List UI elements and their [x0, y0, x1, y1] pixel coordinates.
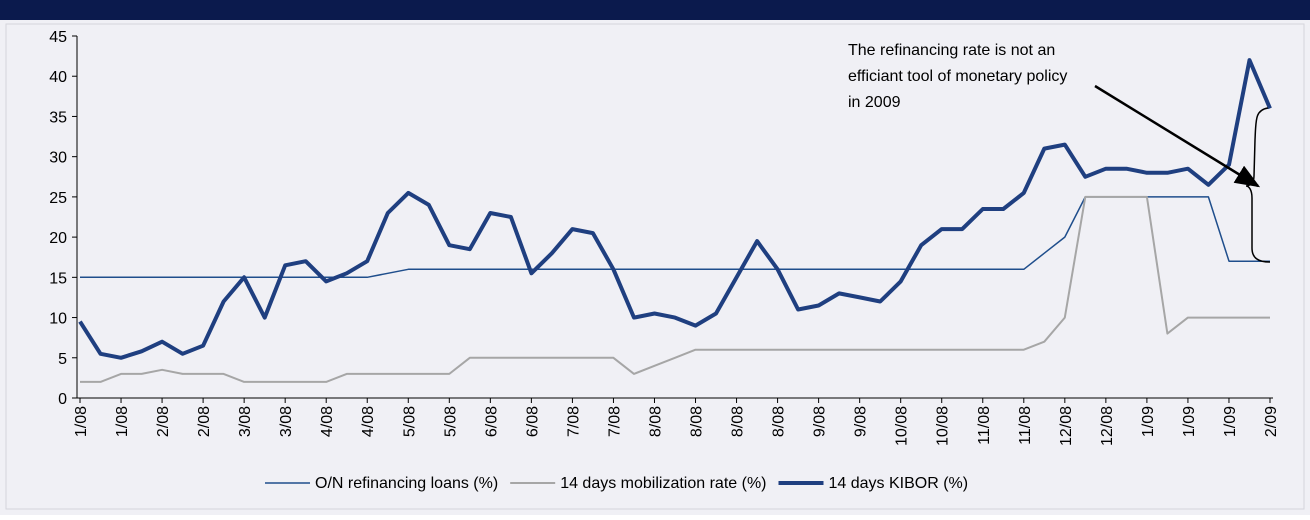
header-bar	[0, 0, 1310, 20]
x-tick-label: 1/09	[1181, 406, 1198, 437]
x-tick-label: 7/08	[606, 406, 623, 437]
legend-label: 14 days KIBOR (%)	[829, 475, 969, 492]
x-tick-label: 3/08	[237, 406, 254, 437]
y-tick-label: 0	[58, 391, 67, 408]
x-tick-label: 10/08	[894, 406, 911, 446]
x-tick-label: 2/09	[1263, 406, 1280, 437]
plot-area: 0 5 10 15 20 25 30 35 40 45 1/08 1/08 2/08 2/08 3/08 3/…	[49, 29, 1280, 492]
x-tick-label: 8/08	[647, 406, 664, 437]
x-tick-label: 2/08	[155, 406, 172, 437]
y-tick-label: 5	[58, 351, 67, 368]
y-tick-label: 40	[49, 69, 67, 86]
x-tick-label: 1/09	[1222, 406, 1239, 437]
x-tick-label: 12/08	[1058, 406, 1075, 446]
legend-label: 14 days mobilization rate (%)	[560, 475, 766, 492]
y-tick-label: 10	[49, 311, 67, 328]
x-tick-label: 3/08	[278, 406, 295, 437]
x-tick-label: 11/08	[976, 406, 993, 445]
x-tick-label: 6/08	[524, 406, 541, 437]
y-tick-label: 30	[49, 150, 67, 167]
annotation-line: in 2009	[848, 94, 901, 111]
x-tick-label: 8/08	[771, 406, 788, 437]
legend-label: O/N refinancing loans (%)	[315, 475, 498, 492]
x-tick-label: 4/08	[319, 406, 336, 437]
x-tick-label: 7/08	[565, 406, 582, 437]
x-tick-label: 8/08	[689, 406, 706, 437]
annotation-line: The refinancing rate is not an	[848, 42, 1055, 59]
y-tick-label: 45	[49, 29, 67, 46]
x-tick-label: 8/08	[730, 406, 747, 437]
x-tick-label: 10/08	[935, 406, 952, 446]
y-tick-label: 20	[49, 230, 67, 247]
frame	[5, 23, 1305, 510]
x-tick-label: 2/08	[196, 406, 213, 437]
x-tick-label: 5/08	[442, 406, 459, 437]
y-tick-label: 25	[49, 190, 67, 207]
x-tick-label: 4/08	[360, 406, 377, 437]
x-tick-label: 6/08	[483, 406, 500, 437]
annotation-arrow	[1094, 84, 1271, 263]
x-tick-label: 9/08	[853, 406, 870, 437]
x-tick-label: 12/08	[1099, 406, 1116, 446]
series-line	[78, 58, 1272, 360]
x-tick-label: 5/08	[401, 406, 418, 437]
x-tick-label: 1/08	[114, 406, 131, 437]
y-tick-label: 35	[49, 109, 67, 126]
series-line	[80, 195, 1270, 383]
x-tick-label: 1/09	[1140, 406, 1157, 437]
y-tick-label: 15	[49, 270, 67, 287]
x-tick-label: 1/08	[73, 406, 90, 437]
x-tick-label: 11/08	[1017, 406, 1034, 445]
annotation-line: efficiant tool of monetary policy	[848, 68, 1067, 85]
x-tick-label: 9/08	[812, 406, 829, 437]
